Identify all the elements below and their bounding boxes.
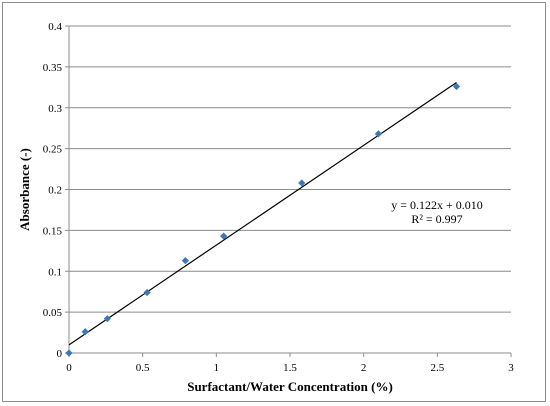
data-point: [103, 315, 111, 323]
data-point: [452, 82, 461, 91]
data-point: [374, 130, 382, 138]
data-point: [143, 288, 151, 297]
data-point: [220, 232, 228, 240]
x-tick-label: 1.5: [283, 362, 297, 374]
y-tick-label: 0.1: [48, 266, 62, 278]
y-tick-label: 0.2: [48, 185, 62, 197]
y-tick-label: 0.3: [48, 103, 62, 115]
x-tick-label: 2.5: [430, 362, 444, 374]
trendline: [68, 82, 457, 346]
x-axis-title: Surfactant/Water Concentration (%): [187, 379, 393, 394]
trendline-group: [68, 82, 457, 346]
gridlines: [69, 25, 511, 313]
chart-frame: 0 0.5 1 1.5 2 2.5 3 0 0.05 0.1 0.15 0.2 0.25 0.3 0.35…: [2, 2, 546, 402]
y-tick-label: 0.05: [43, 307, 63, 319]
r-squared-label: R² = 0.997: [411, 212, 462, 226]
x-tick-label: 2: [361, 362, 367, 374]
data-point: [81, 328, 89, 336]
y-tick-label: 0.25: [43, 144, 63, 156]
y-tick-label: 0.35: [43, 62, 63, 74]
data-point: [65, 349, 73, 357]
data-points: [65, 82, 461, 357]
y-tick-label: 0.4: [48, 21, 62, 33]
data-point: [181, 257, 189, 265]
y-axis-title: Absorbance (-): [17, 148, 32, 231]
x-tick-label: 3: [508, 362, 514, 374]
scatter-chart: 0 0.5 1 1.5 2 2.5 3 0 0.05 0.1 0.15 0.2 0.25 0.3 0.35…: [17, 21, 514, 394]
data-point: [298, 179, 306, 187]
x-tick-labels: 0 0.5 1 1.5 2 2.5 3: [66, 362, 514, 374]
x-tick-label: 0.5: [136, 362, 150, 374]
x-tick-label: 1: [214, 362, 220, 374]
y-tick-label: 0.15: [43, 225, 63, 237]
y-tick-labels: 0 0.05 0.1 0.15 0.2 0.25 0.3 0.35 0.4: [43, 21, 63, 360]
x-tick-label: 0: [66, 362, 72, 374]
equation-label: y = 0.122x + 0.010: [391, 198, 483, 212]
y-tick-label: 0: [57, 348, 63, 360]
axes: [65, 25, 512, 357]
